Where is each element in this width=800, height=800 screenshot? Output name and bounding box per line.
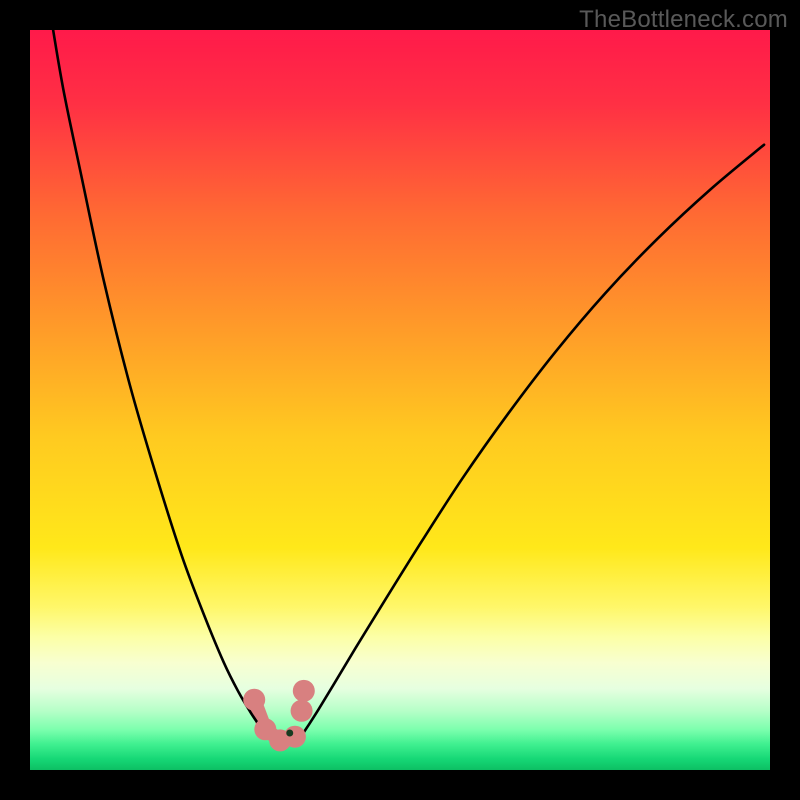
datapoint (293, 680, 315, 702)
plot-area (30, 30, 770, 770)
curve-left (51, 30, 266, 734)
datapoint (284, 726, 306, 748)
curve-right (302, 145, 764, 735)
curves-overlay (30, 30, 770, 770)
datapoint (243, 689, 265, 711)
watermark-text: TheBottleneck.com (579, 6, 788, 34)
minimum-marker-dot (286, 730, 293, 737)
chart-outer-frame: TheBottleneck.com (0, 0, 800, 800)
datapoint (291, 700, 313, 722)
